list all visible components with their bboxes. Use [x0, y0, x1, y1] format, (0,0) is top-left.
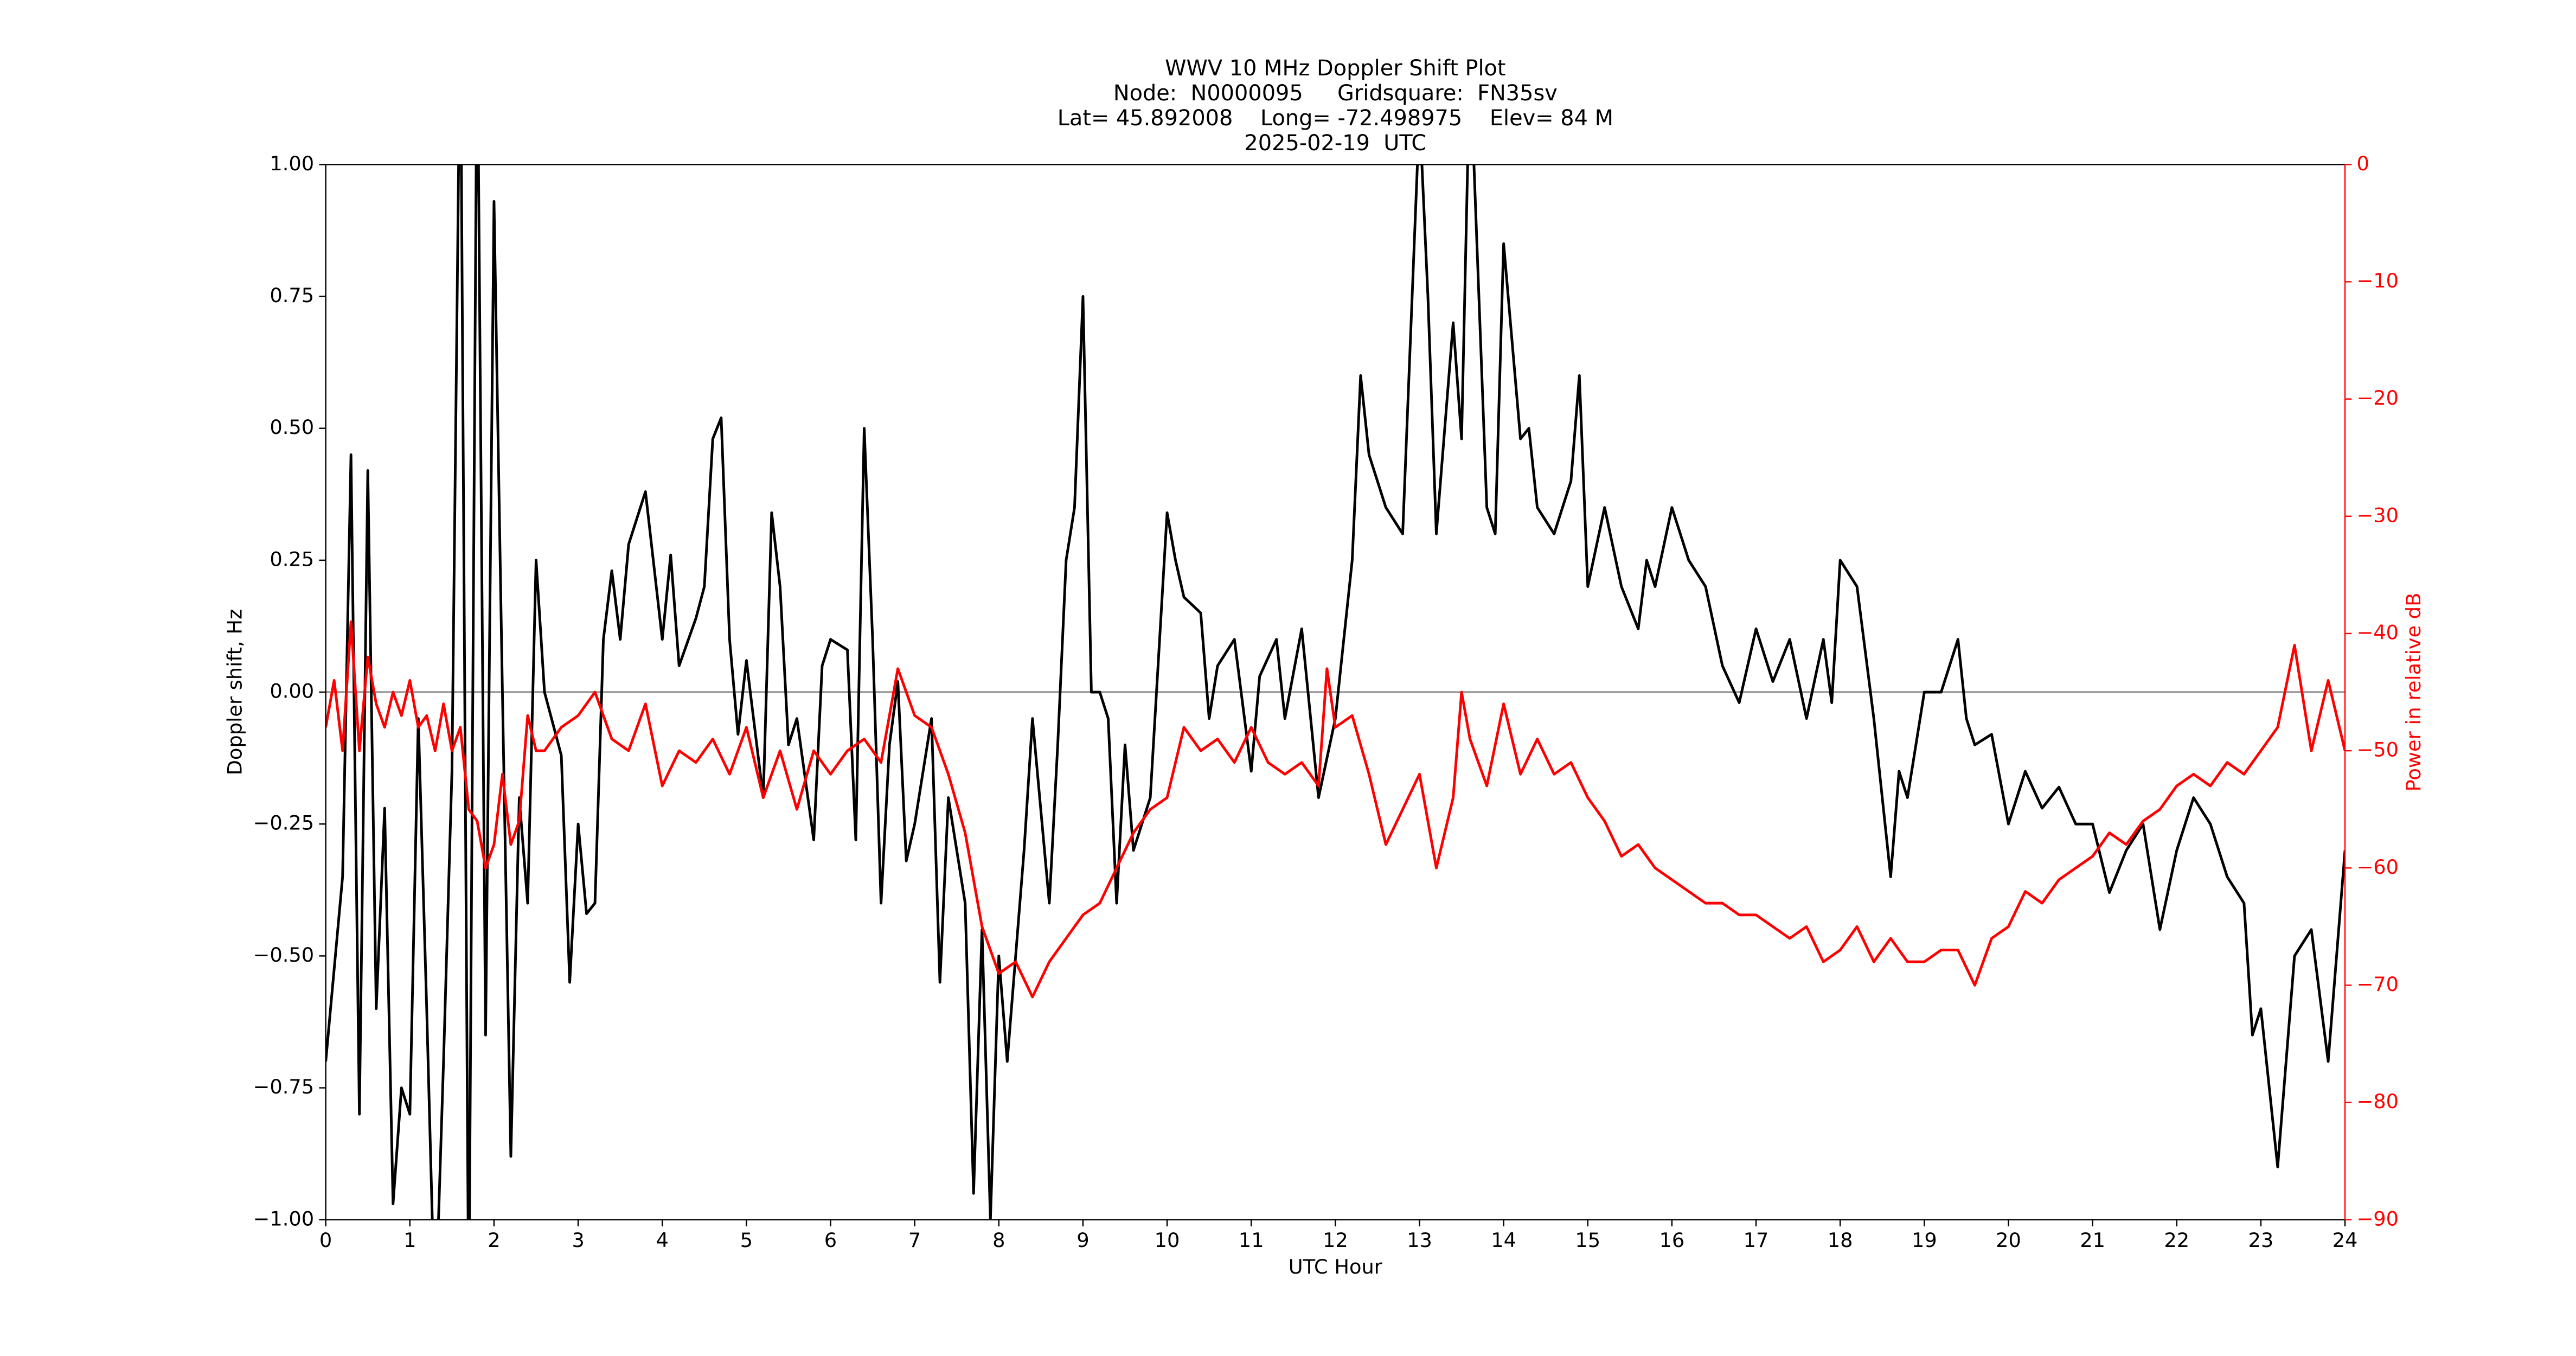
y2-tick-label: −60	[2356, 855, 2399, 879]
y2-tick-label: −70	[2356, 973, 2399, 996]
y-tick-label: 0.25	[270, 547, 314, 571]
y-tick-label: −0.25	[253, 811, 315, 835]
y-tick-label: 0.75	[270, 284, 314, 307]
x-tick-label: 18	[1828, 1229, 1853, 1252]
x-tick-label: 16	[1659, 1229, 1685, 1252]
x-tick-label: 9	[1076, 1229, 1089, 1252]
y2-tick-label: −40	[2356, 621, 2399, 644]
y-tick-label: −0.75	[253, 1075, 315, 1098]
y2-tick-label: 0	[2356, 152, 2369, 175]
chart-title: 2025-02-19 UTC	[1244, 131, 1426, 156]
y2-tick-label: −20	[2356, 386, 2399, 410]
chart-title: Lat= 45.892008 Long= -72.498975 Elev= 84…	[1058, 106, 1613, 131]
x-axis-label: UTC Hour	[1289, 1255, 1383, 1278]
y-tick-label: −1.00	[253, 1207, 315, 1230]
y2-tick-label: −50	[2356, 738, 2399, 762]
y2-tick-label: −90	[2356, 1207, 2399, 1230]
chart-title: WWV 10 MHz Doppler Shift Plot	[1165, 56, 1505, 81]
x-tick-label: 11	[1239, 1229, 1264, 1252]
x-tick-label: 2	[488, 1229, 500, 1252]
x-tick-label: 21	[2080, 1229, 2105, 1252]
data-line	[325, 620, 2346, 999]
x-tick-label: 3	[572, 1229, 584, 1252]
chart-title: Node: N0000095 Gridsquare: FN35sv	[1113, 81, 1558, 106]
y2-axis-label: Power in relative dB	[2402, 593, 2425, 792]
data-line	[325, 164, 2346, 1220]
y2-tick-label: −80	[2356, 1090, 2399, 1113]
y-tick-label: −0.50	[253, 943, 315, 967]
x-tick-label: 7	[908, 1229, 921, 1252]
x-tick-label: 0	[319, 1229, 332, 1252]
y-tick-label: 1.00	[270, 152, 314, 175]
y-tick-label: 0.50	[270, 415, 314, 439]
x-tick-label: 17	[1744, 1229, 1769, 1252]
y2-tick-label: −30	[2356, 503, 2399, 527]
x-tick-label: 22	[2164, 1229, 2189, 1252]
x-tick-label: 1	[403, 1229, 416, 1252]
x-tick-label: 8	[992, 1229, 1005, 1252]
x-tick-label: 19	[1912, 1229, 1937, 1252]
x-tick-label: 15	[1575, 1229, 1600, 1252]
x-tick-label: 14	[1491, 1229, 1516, 1252]
x-tick-label: 23	[2248, 1229, 2274, 1252]
x-tick-label: 20	[1996, 1229, 2021, 1252]
x-tick-label: 12	[1323, 1229, 1348, 1252]
x-tick-label: 5	[740, 1229, 753, 1252]
x-tick-label: 6	[824, 1229, 837, 1252]
x-tick-label: 10	[1155, 1229, 1180, 1252]
x-tick-label: 13	[1407, 1229, 1432, 1252]
plot-area	[325, 164, 2346, 1220]
x-tick-label: 4	[656, 1229, 669, 1252]
x-tick-label: 24	[2333, 1229, 2358, 1252]
y2-tick-label: −10	[2356, 269, 2399, 292]
y-axis-label: Doppler shift, Hz	[223, 609, 247, 776]
y-tick-label: 0.00	[270, 680, 314, 703]
